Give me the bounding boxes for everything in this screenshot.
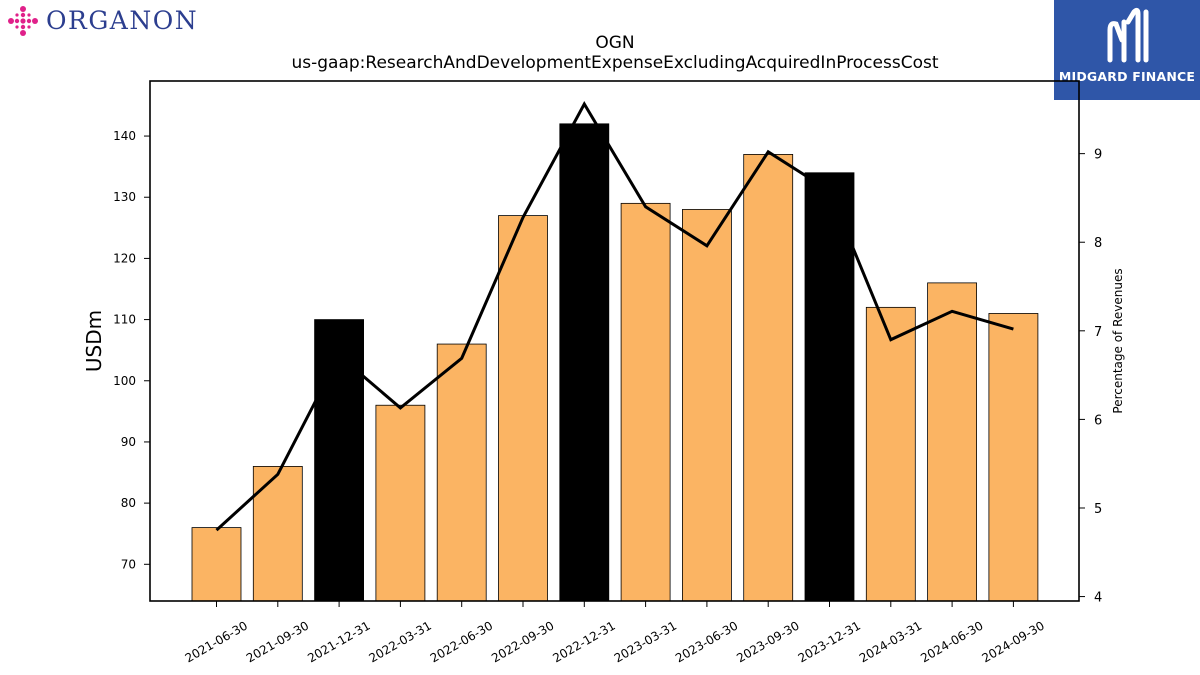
bar bbox=[743, 154, 794, 602]
x-tick-label: 2023-03-31 bbox=[612, 618, 679, 665]
bar-group bbox=[191, 123, 1039, 602]
bar bbox=[620, 202, 671, 602]
y-tick-label: 110 bbox=[113, 313, 136, 327]
y-axis-label: USDm bbox=[82, 310, 106, 372]
midgard-mark-icon bbox=[1107, 7, 1149, 63]
bar bbox=[804, 172, 855, 602]
bar bbox=[559, 123, 610, 602]
x-tick-label: 2024-09-30 bbox=[979, 618, 1046, 665]
y-tick-label: 120 bbox=[113, 251, 136, 265]
midgard-logo-text: MIDGARD FINANCE bbox=[1058, 69, 1196, 84]
y-tick-label: 100 bbox=[113, 374, 136, 388]
y2-tick-label: 4 bbox=[1094, 591, 1102, 606]
left-axis: 70 80 90 100 110 120 130 140 bbox=[113, 129, 150, 571]
y2-tick-label: 8 bbox=[1094, 236, 1102, 251]
y-tick-label: 70 bbox=[121, 557, 136, 571]
x-tick-label: 2021-06-30 bbox=[183, 618, 250, 665]
x-tick-label: 2023-12-31 bbox=[796, 618, 863, 665]
organon-mark-icon bbox=[8, 6, 38, 36]
bar bbox=[436, 343, 487, 602]
x-tick-label: 2022-03-31 bbox=[366, 618, 433, 665]
bar bbox=[682, 209, 732, 602]
bar bbox=[191, 527, 242, 602]
x-tick-label: 2022-09-30 bbox=[489, 618, 556, 665]
plot-frame bbox=[149, 80, 1080, 602]
x-tick-label: 2021-09-30 bbox=[244, 618, 311, 665]
bar bbox=[375, 404, 426, 602]
right-axis: 4 5 6 7 8 9 bbox=[1079, 148, 1102, 606]
y-tick-label: 80 bbox=[121, 496, 136, 510]
line-group bbox=[215, 100, 1014, 532]
x-axis: 2021-06-302021-09-302021-12-312022-03-31… bbox=[183, 601, 1047, 665]
x-tick-label: 2022-12-31 bbox=[550, 618, 617, 665]
chart-subtitle: us-gaap:ResearchAndDevelopmentExpenseExc… bbox=[292, 53, 939, 73]
bar bbox=[252, 466, 303, 602]
x-tick-label: 2022-06-30 bbox=[428, 618, 495, 665]
x-tick-label: 2023-09-30 bbox=[734, 618, 801, 665]
y2-tick-label: 9 bbox=[1094, 148, 1102, 163]
y2-tick-label: 5 bbox=[1094, 502, 1102, 517]
bar bbox=[988, 313, 1039, 602]
bar bbox=[314, 319, 365, 602]
y2-axis-label: Percentage of Revenues bbox=[1111, 268, 1125, 413]
y2-tick-label: 6 bbox=[1094, 413, 1102, 428]
percentage-line bbox=[215, 100, 1014, 532]
y-tick-label: 130 bbox=[113, 190, 136, 204]
bar bbox=[498, 215, 548, 602]
y-tick-label: 90 bbox=[121, 435, 136, 449]
x-tick-label: 2021-12-31 bbox=[305, 618, 372, 665]
bar bbox=[865, 306, 916, 602]
x-tick-label: 2024-03-31 bbox=[857, 618, 924, 665]
bar bbox=[927, 282, 977, 602]
organon-logo-text: ORGANON bbox=[46, 6, 199, 35]
y-tick-label: 140 bbox=[113, 129, 136, 143]
organon-logo: ORGANON bbox=[4, 3, 219, 39]
x-tick-label: 2024-06-30 bbox=[918, 618, 985, 665]
chart-title: OGN bbox=[595, 33, 634, 53]
y2-tick-label: 7 bbox=[1094, 325, 1102, 340]
x-tick-label: 2023-06-30 bbox=[673, 618, 740, 665]
